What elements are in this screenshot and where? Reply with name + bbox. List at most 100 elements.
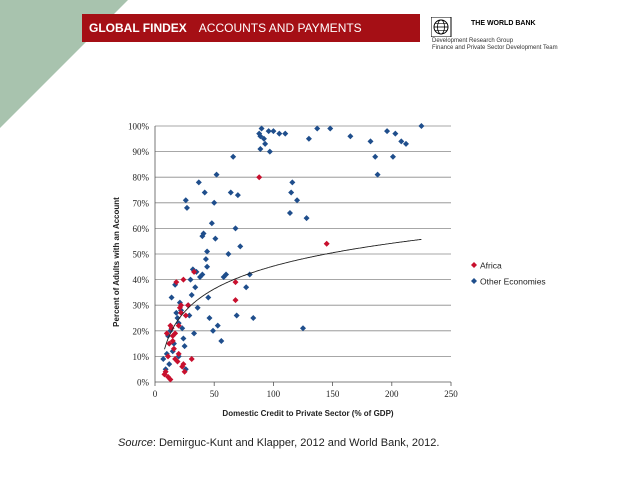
- other-economies-point: [327, 125, 334, 132]
- other-economies-point: [218, 338, 225, 345]
- africa-point: [172, 330, 179, 337]
- other-economies-point: [294, 197, 301, 204]
- other-economies-point: [266, 148, 273, 155]
- other-economies-point: [186, 312, 193, 319]
- other-economies-point: [204, 263, 211, 270]
- x-axis-label: Domestic Credit to Private Sector (% of …: [222, 409, 393, 418]
- other-economies-point: [232, 225, 239, 232]
- africa-point: [175, 322, 182, 329]
- other-economies-point: [243, 284, 250, 291]
- other-economies-point: [192, 284, 199, 291]
- other-economies-point: [194, 304, 201, 311]
- x-tick-label: 0: [153, 389, 158, 399]
- other-economies-point: [374, 171, 381, 178]
- other-economies-point: [187, 276, 194, 283]
- other-economies-point: [208, 220, 215, 227]
- africa-point: [165, 353, 172, 360]
- other-economies-point: [389, 153, 396, 160]
- y-tick-label: 40%: [133, 275, 150, 285]
- other-economies-point: [182, 197, 189, 204]
- africa-point: [232, 297, 239, 304]
- other-economies-point: [181, 343, 188, 350]
- header-title-bold: GLOBAL FINDEX: [89, 21, 187, 35]
- africa-point: [173, 279, 180, 286]
- other-economies-point: [276, 130, 283, 137]
- other-economies-point: [282, 130, 289, 137]
- other-economies-point: [257, 146, 264, 153]
- africa-point: [323, 240, 330, 247]
- other-economies-point: [227, 189, 234, 196]
- other-economies-point: [204, 248, 211, 255]
- other-economies-point: [392, 130, 399, 137]
- other-economies-point: [214, 322, 221, 329]
- other-economies-point: [166, 361, 173, 368]
- other-economies-point: [206, 315, 213, 321]
- other-economies-point: [195, 179, 202, 186]
- other-economies-point: [367, 138, 374, 145]
- x-tick-label: 250: [444, 389, 458, 399]
- africa-point: [232, 279, 239, 286]
- other-economies-point: [260, 135, 267, 142]
- x-tick-label: 200: [385, 389, 399, 399]
- y-tick-label: 70%: [133, 198, 150, 208]
- africa-point: [174, 358, 181, 365]
- other-economies-point: [230, 153, 237, 160]
- world-bank-seal-icon: [431, 17, 452, 37]
- other-economies-point: [418, 123, 425, 129]
- world-bank-subtitle-1: Development Research Group: [432, 38, 514, 44]
- y-tick-label: 60%: [133, 224, 150, 234]
- world-bank-subtitle-2: Finance and Private Sector Development T…: [432, 45, 558, 51]
- other-economies-point: [211, 199, 218, 206]
- other-economies-point: [173, 309, 180, 316]
- other-economies-point: [398, 138, 405, 145]
- other-economies-point: [210, 327, 217, 334]
- legend-label: Other Economies: [480, 277, 546, 287]
- africa-point: [180, 361, 187, 368]
- africa-point: [180, 276, 187, 283]
- other-economies-point: [237, 243, 244, 250]
- other-economies-point: [160, 355, 167, 362]
- other-economies-point: [213, 171, 220, 178]
- trendline: [164, 238, 422, 350]
- other-economies-point: [168, 294, 175, 301]
- africa-point: [181, 368, 188, 375]
- africa-point: [169, 338, 176, 345]
- other-economies-point: [174, 315, 181, 321]
- y-tick-label: 30%: [133, 301, 150, 311]
- other-economies-point: [257, 133, 264, 140]
- source-text: : Demirguc-Kunt and Klapper, 2012 and Wo…: [152, 437, 440, 449]
- africa-point: [167, 376, 174, 383]
- header-bar: GLOBAL FINDEX ACCOUNTS AND PAYMENTS: [82, 14, 420, 42]
- other-economies-point: [225, 251, 232, 257]
- other-economies-point: [250, 315, 257, 321]
- legend-marker: [471, 262, 477, 268]
- other-economies-point: [201, 189, 208, 196]
- x-tick-label: 100: [267, 389, 281, 399]
- other-economies-point: [305, 135, 312, 142]
- x-tick-label: 150: [326, 389, 340, 399]
- other-economies-point: [188, 291, 195, 298]
- source-label: Source: [118, 437, 153, 449]
- y-tick-label: 0%: [137, 378, 150, 388]
- header-title-rest: ACCOUNTS AND PAYMENTS: [198, 21, 362, 35]
- africa-point: [168, 325, 175, 332]
- world-bank-name: THE WORLD BANK: [471, 20, 536, 27]
- other-economies-point: [205, 294, 212, 301]
- y-tick-label: 80%: [133, 173, 150, 183]
- world-bank-logo: THE WORLD BANK Development Research Grou…: [431, 17, 631, 57]
- other-economies-point: [303, 215, 310, 222]
- other-economies-point: [403, 140, 410, 147]
- other-economies-point: [233, 312, 240, 319]
- other-economies-point: [347, 133, 354, 140]
- other-economies-point: [223, 271, 230, 278]
- other-economies-point: [234, 192, 241, 199]
- africa-point: [170, 345, 177, 352]
- legend-marker: [471, 278, 477, 284]
- other-economies-point: [212, 235, 219, 242]
- africa-point: [182, 312, 189, 319]
- other-economies-point: [262, 140, 269, 147]
- africa-point: [178, 302, 185, 309]
- y-tick-label: 90%: [133, 147, 150, 157]
- africa-point: [185, 302, 192, 309]
